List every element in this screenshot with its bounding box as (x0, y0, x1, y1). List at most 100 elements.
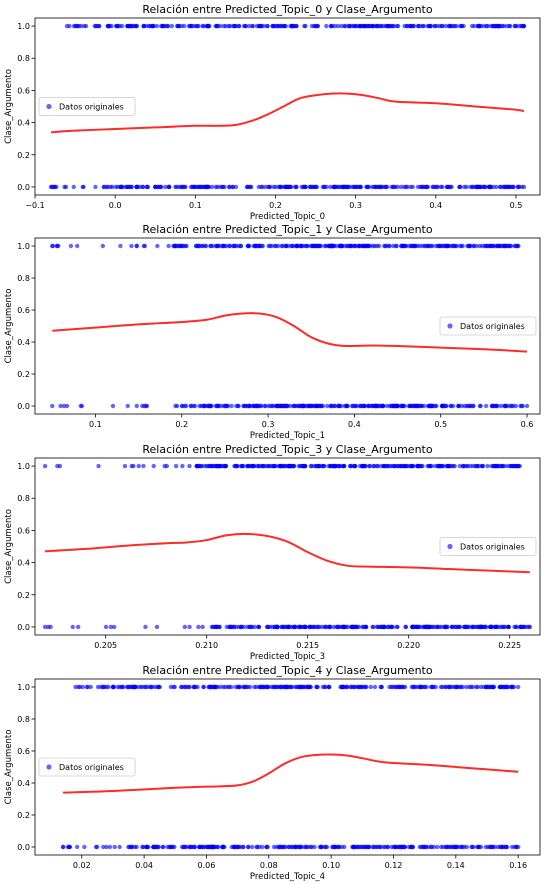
data-point (512, 243, 517, 249)
data-point (326, 684, 332, 690)
data-point (107, 844, 113, 850)
data-point (173, 463, 179, 469)
data-point (394, 243, 399, 249)
data-point (367, 463, 372, 469)
data-point (378, 184, 384, 190)
data-point (400, 243, 406, 249)
data-point (223, 463, 228, 469)
data-point (303, 184, 308, 190)
data-point (438, 184, 444, 190)
data-point (352, 684, 358, 690)
data-point (441, 844, 446, 850)
data-point (206, 684, 211, 690)
data-point (449, 684, 454, 690)
data-point (276, 403, 282, 409)
data-point (254, 243, 259, 249)
data-point (481, 23, 487, 29)
data-point (144, 184, 149, 190)
x-tick-label: 0.5 (434, 420, 447, 429)
data-point (203, 243, 209, 249)
data-point (125, 184, 131, 190)
y-tick-label: 0.4 (17, 559, 30, 568)
data-point (281, 403, 286, 409)
data-point (422, 243, 427, 249)
data-point (357, 243, 363, 249)
data-point (363, 624, 369, 630)
data-point (183, 403, 189, 409)
data-point (469, 844, 474, 850)
data-point (471, 243, 477, 249)
data-point (187, 844, 193, 850)
data-point (401, 403, 406, 409)
data-point (187, 463, 192, 469)
data-point (522, 624, 527, 630)
data-point (408, 243, 414, 249)
data-point (476, 184, 481, 190)
data-point (128, 684, 133, 690)
data-point (472, 23, 477, 29)
data-point (330, 23, 335, 29)
data-point (368, 684, 373, 690)
data-point (372, 403, 378, 409)
data-point (323, 844, 328, 850)
data-point (311, 243, 316, 249)
data-point (286, 463, 292, 469)
y-tick-label: 0.0 (17, 402, 30, 411)
data-point (348, 184, 353, 190)
data-point (286, 844, 291, 850)
data-point (254, 684, 259, 690)
data-point (354, 403, 360, 409)
data-point (452, 23, 458, 29)
data-point (179, 403, 185, 409)
data-point (240, 844, 246, 850)
data-point (141, 243, 147, 249)
x-tick-label: 0.4 (348, 420, 361, 429)
data-point (265, 844, 271, 850)
data-point (260, 184, 265, 190)
data-point (520, 403, 526, 409)
data-point (228, 624, 233, 630)
y-tick-label: 0.0 (17, 623, 30, 632)
data-point (176, 23, 181, 29)
x-tick-label: 0.06 (198, 861, 216, 870)
data-point (140, 184, 146, 190)
y-tick-label: 1.0 (17, 22, 30, 31)
data-point (335, 23, 341, 29)
data-point (181, 684, 187, 690)
data-point (201, 684, 206, 690)
data-point (278, 463, 284, 469)
data-point (445, 463, 451, 469)
data-point (136, 463, 141, 469)
data-point (283, 184, 288, 190)
data-point (425, 243, 431, 249)
data-point (341, 684, 346, 690)
data-point (298, 684, 304, 690)
data-point (214, 23, 220, 29)
data-point (466, 403, 471, 409)
data-point (188, 23, 193, 29)
data-point (516, 243, 521, 249)
data-point (224, 403, 230, 409)
data-point (317, 243, 323, 249)
data-point (113, 23, 119, 29)
data-point (428, 844, 434, 850)
data-point (316, 403, 321, 409)
data-point (369, 184, 375, 190)
data-point (458, 684, 464, 690)
legend-marker (46, 103, 52, 110)
data-point (352, 463, 357, 469)
data-point (432, 23, 437, 29)
data-point (403, 463, 408, 469)
data-point (393, 184, 398, 190)
data-point (141, 463, 146, 469)
data-point (334, 184, 340, 190)
data-point (74, 844, 80, 850)
data-point (92, 23, 98, 29)
data-point (361, 844, 367, 850)
data-point (133, 23, 138, 29)
y-axis-label: Clase_Argumento (4, 730, 14, 805)
data-point (482, 184, 488, 190)
data-point (68, 243, 74, 249)
data-point (466, 624, 471, 630)
data-point (206, 184, 212, 190)
